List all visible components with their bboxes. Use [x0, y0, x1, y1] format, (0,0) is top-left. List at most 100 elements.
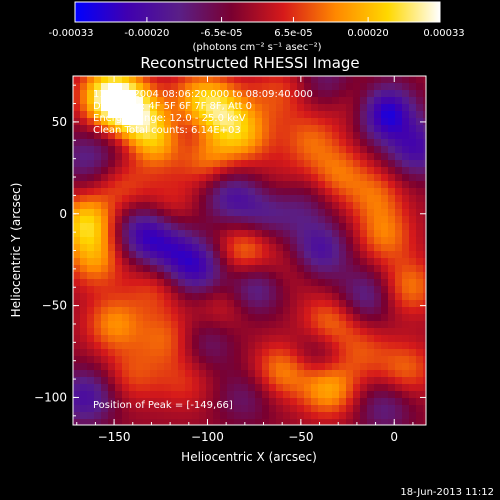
- heatmap-cell: [262, 188, 270, 196]
- heatmap-cell: [87, 419, 95, 425]
- heatmap-cell: [318, 104, 326, 112]
- heatmap-cell: [416, 384, 424, 392]
- heatmap-cell: [416, 265, 424, 273]
- heatmap-cell: [220, 167, 228, 175]
- heatmap-cell: [101, 314, 109, 322]
- heatmap-cell: [409, 209, 417, 217]
- heatmap-cell: [241, 279, 249, 287]
- heatmap-cell: [367, 398, 375, 406]
- heatmap-cell: [332, 384, 340, 392]
- heatmap-cell: [360, 153, 368, 161]
- heatmap-cell: [423, 349, 426, 357]
- heatmap-cell: [402, 328, 410, 336]
- heatmap-cell: [129, 272, 137, 280]
- heatmap-cell: [290, 237, 298, 245]
- heatmap-cell: [262, 398, 270, 406]
- heatmap-cell: [115, 419, 123, 425]
- heatmap-cell: [164, 153, 172, 161]
- heatmap-cell: [269, 300, 277, 308]
- heatmap-cell: [367, 237, 375, 245]
- heatmap-cell: [339, 202, 347, 210]
- heatmap-cell: [171, 412, 179, 420]
- heatmap-cell: [94, 97, 102, 105]
- heatmap-cell: [360, 349, 368, 357]
- heatmap-cell: [178, 181, 186, 189]
- heatmap-cell: [339, 335, 347, 343]
- heatmap-cell: [255, 83, 263, 91]
- heatmap-cell: [115, 335, 123, 343]
- heatmap-cell: [353, 230, 361, 238]
- heatmap-cell: [164, 300, 172, 308]
- heatmap-cell: [192, 104, 200, 112]
- heatmap-cell: [255, 90, 263, 98]
- heatmap-cell: [276, 265, 284, 273]
- heatmap-cell: [192, 335, 200, 343]
- heatmap-cell: [367, 181, 375, 189]
- heatmap-cell: [276, 272, 284, 280]
- heatmap-cell: [192, 188, 200, 196]
- heatmap-cell: [115, 181, 123, 189]
- heatmap-cell: [143, 314, 151, 322]
- heatmap-cell: [241, 251, 249, 259]
- heatmap-cell: [227, 111, 235, 119]
- heatmap-cell: [157, 391, 165, 399]
- heatmap-cell: [262, 307, 270, 315]
- heatmap-cell: [367, 202, 375, 210]
- heatmap-cell: [325, 398, 333, 406]
- heatmap-cell: [297, 244, 305, 252]
- heatmap-cell: [269, 97, 277, 105]
- heatmap-cell: [87, 272, 95, 280]
- heatmap-cell: [136, 279, 144, 287]
- plot-area: −150 −100 −50 0 500−50−100 11-May-2004 08:0…: [34, 75, 427, 444]
- heatmap-cell: [318, 314, 326, 322]
- heatmap-cell: [262, 356, 270, 364]
- heatmap-cell: [80, 314, 88, 322]
- heatmap-cell: [374, 230, 382, 238]
- heatmap-cell: [157, 398, 165, 406]
- heatmap-cell: [80, 258, 88, 266]
- heatmap-cell: [297, 97, 305, 105]
- heatmap-cell: [388, 83, 396, 91]
- x-tick-label: −50: [288, 430, 313, 444]
- heatmap-cell: [262, 251, 270, 259]
- heatmap-cell: [171, 244, 179, 252]
- heatmap-cell: [241, 356, 249, 364]
- heatmap-cell: [178, 293, 186, 301]
- heatmap-cell: [115, 251, 123, 259]
- heatmap-cell: [213, 202, 221, 210]
- heatmap-cell: [171, 216, 179, 224]
- heatmap-cell: [353, 125, 361, 133]
- heatmap-cell: [150, 223, 158, 231]
- heatmap-cell: [367, 132, 375, 140]
- heatmap-cell: [255, 307, 263, 315]
- heatmap-cell: [290, 286, 298, 294]
- heatmap-cell: [416, 412, 424, 420]
- heatmap-cell: [311, 181, 319, 189]
- heatmap-cell: [395, 146, 403, 154]
- heatmap-cell: [108, 391, 116, 399]
- heatmap-cell: [269, 118, 277, 126]
- heatmap-cell: [283, 195, 291, 203]
- heatmap-cell: [346, 258, 354, 266]
- heatmap-cell: [108, 377, 116, 385]
- x-tick-label: −100: [191, 430, 224, 444]
- heatmap-cell: [241, 398, 249, 406]
- heatmap-cell: [171, 188, 179, 196]
- heatmap-cell: [402, 272, 410, 280]
- heatmap-cell: [395, 97, 403, 105]
- heatmap-cell: [157, 125, 165, 133]
- heatmap-cell: [269, 132, 277, 140]
- heatmap-cell: [255, 349, 263, 357]
- heatmap-cell: [220, 412, 228, 420]
- heatmap-cell: [73, 293, 81, 301]
- heatmap-cell: [290, 391, 298, 399]
- heatmap-cell: [360, 216, 368, 224]
- heatmap-cell: [332, 363, 340, 371]
- heatmap-cell: [325, 419, 333, 425]
- heatmap-cell: [101, 90, 109, 98]
- heatmap-cell: [101, 244, 109, 252]
- heatmap-cell: [395, 195, 403, 203]
- heatmap-cell: [416, 97, 424, 105]
- heatmap-cell: [346, 237, 354, 245]
- heatmap-cell: [108, 237, 116, 245]
